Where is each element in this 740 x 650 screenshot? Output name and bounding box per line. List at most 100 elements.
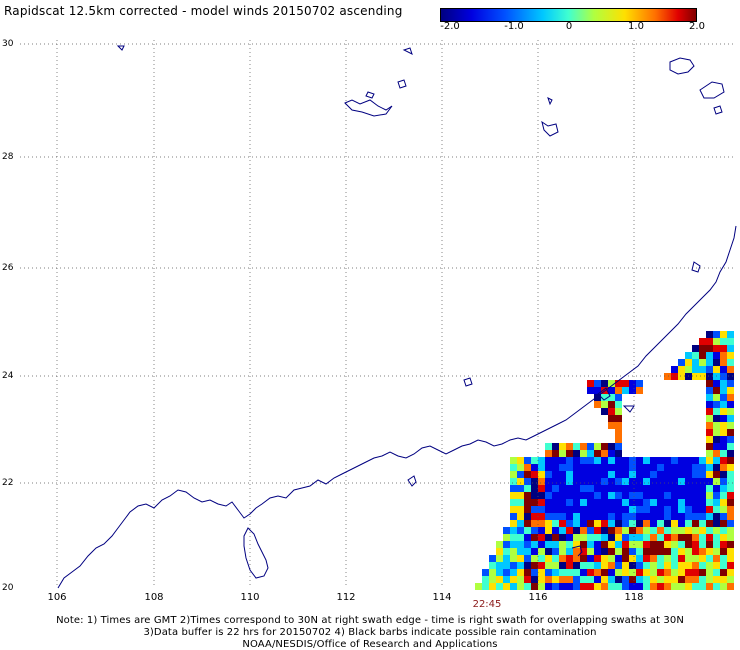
swath-cell [636, 464, 643, 471]
swath-cell [538, 492, 545, 499]
swath-cell [538, 534, 545, 541]
swath-cell [706, 457, 713, 464]
swath-cell [692, 366, 699, 373]
swath-cell [692, 569, 699, 576]
swath-cell [601, 408, 608, 415]
swath-cell [727, 373, 734, 380]
swath-cell [545, 499, 552, 506]
swath-cell [643, 513, 650, 520]
swath-cell [720, 436, 727, 443]
swath-cell [580, 513, 587, 520]
swath-cell [489, 569, 496, 576]
swath-cell [727, 471, 734, 478]
swath-cell [706, 387, 713, 394]
swath-cell [706, 576, 713, 583]
swath-cell [636, 555, 643, 562]
swath-cell [650, 576, 657, 583]
swath-cell [727, 457, 734, 464]
swath-cell [706, 415, 713, 422]
swath-cell [643, 492, 650, 499]
swath-cell [573, 541, 580, 548]
swath-cell [580, 534, 587, 541]
swath-cell [692, 345, 699, 352]
swath-cell [573, 506, 580, 513]
swath-cell [685, 569, 692, 576]
swath-cell [727, 394, 734, 401]
swath-cell [657, 513, 664, 520]
swath-cell [657, 471, 664, 478]
swath-cell [524, 457, 531, 464]
swath-cell [580, 499, 587, 506]
swath-cell [636, 513, 643, 520]
swath-cell [664, 569, 671, 576]
swath-cell [594, 401, 601, 408]
swath-cell [510, 576, 517, 583]
swath-cell [545, 569, 552, 576]
swath-cell [510, 485, 517, 492]
swath-cell [720, 380, 727, 387]
colorbar-tick-label: 1.0 [628, 21, 644, 32]
swath-cell [566, 457, 573, 464]
swath-cell [699, 541, 706, 548]
swath-cell [510, 464, 517, 471]
swath-cell [559, 492, 566, 499]
swath-cell [685, 541, 692, 548]
swath-cell [559, 513, 566, 520]
swath-cell [608, 541, 615, 548]
swath-cell [615, 534, 622, 541]
swath-cell [496, 548, 503, 555]
swath-cell [587, 527, 594, 534]
swath-cell [692, 492, 699, 499]
swath-cell [713, 499, 720, 506]
swath-cell [692, 520, 699, 527]
swath-cell [643, 506, 650, 513]
swath-cell [601, 576, 608, 583]
swath-cell [720, 499, 727, 506]
swath-cell [622, 548, 629, 555]
swath-cell [622, 534, 629, 541]
swath-cell [720, 394, 727, 401]
swath-cell [531, 527, 538, 534]
swath-cell [664, 541, 671, 548]
swath-cell [524, 541, 531, 548]
swath-cell [489, 576, 496, 583]
swath-cell [727, 387, 734, 394]
swath-cell [636, 471, 643, 478]
swath-cell [601, 562, 608, 569]
swath-cell [720, 366, 727, 373]
swath-cell [517, 513, 524, 520]
swath-cell [580, 443, 587, 450]
swath-cell [601, 387, 608, 394]
swath-cell [713, 485, 720, 492]
swath-cell [601, 401, 608, 408]
swath-cell [524, 534, 531, 541]
swath-cell [615, 499, 622, 506]
swath-cell [601, 513, 608, 520]
swath-cell [517, 492, 524, 499]
swath-cell [692, 352, 699, 359]
swath-cell [699, 373, 706, 380]
swath-cell [678, 520, 685, 527]
lon-label: 110 [240, 592, 260, 603]
swath-cell [594, 513, 601, 520]
swath-cell [664, 478, 671, 485]
swath-cell [496, 576, 503, 583]
swath-cell [643, 527, 650, 534]
swath-cell [552, 513, 559, 520]
swath-cell [538, 548, 545, 555]
swath-cell [692, 576, 699, 583]
swath-cell [727, 380, 734, 387]
lon-label: 118 [624, 592, 644, 603]
swath-cell [685, 485, 692, 492]
swath-cell [713, 408, 720, 415]
note-line-3: NOAA/NESDIS/Office of Research and Appli… [242, 639, 498, 650]
swath-cell [566, 499, 573, 506]
swath-cell [489, 583, 496, 590]
swath-cell [706, 548, 713, 555]
swath-cell [566, 492, 573, 499]
swath-cell [517, 576, 524, 583]
swath-cell [671, 569, 678, 576]
swath-cell [685, 520, 692, 527]
swath-cell [594, 527, 601, 534]
swath-cell [496, 583, 503, 590]
